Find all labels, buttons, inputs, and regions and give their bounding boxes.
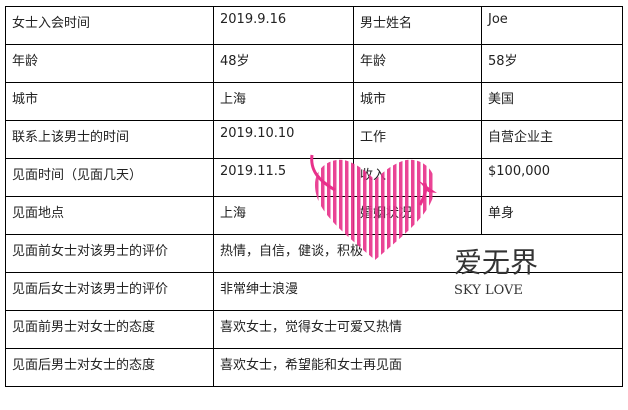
label-cell: 工作 [353, 120, 482, 159]
label-cell: 联系上该男士的时间 [5, 120, 214, 159]
label-cell: 城市 [353, 82, 482, 121]
table-row: 城市 上海 城市 美国 [5, 82, 623, 121]
table-row: 见面后男士对女士的态度 喜欢女士，希望能和女士再见面 [5, 348, 623, 387]
label-cell: 见面后男士对女士的态度 [5, 348, 214, 387]
value-cell: 美国 [481, 82, 623, 121]
label-cell: 女士入会时间 [5, 6, 214, 45]
table-row: 联系上该男士的时间 2019.10.10 工作 自营企业主 [5, 120, 623, 159]
label-cell: 婚姻状况 [353, 196, 482, 235]
value-cell: 热情，自信，健谈，积极 [213, 234, 623, 273]
value-cell: Joe [481, 6, 623, 45]
table-row: 见面地点 上海 婚姻状况 单身 [5, 196, 623, 235]
value-cell: 喜欢女士，希望能和女士再见面 [213, 348, 623, 387]
label-cell: 男士姓名 [353, 6, 482, 45]
label-cell: 收入 [353, 158, 482, 197]
label-cell: 年龄 [5, 44, 214, 83]
value-cell: 喜欢女士，觉得女士可爱又热情 [213, 310, 623, 349]
label-cell: 见面前女士对该男士的评价 [5, 234, 214, 273]
value-cell: 2019.9.16 [213, 6, 354, 45]
table-row: 见面时间（见面几天） 2019.11.5 收入 $100,000 [5, 158, 623, 197]
value-cell: 58岁 [481, 44, 623, 83]
profile-table: 女士入会时间 2019.9.16 男士姓名 Joe 年龄 48岁 年龄 58岁 城市 上海 城市 美国… [5, 6, 623, 387]
label-cell: 城市 [5, 82, 214, 121]
value-cell: 上海 [213, 82, 354, 121]
value-cell: 2019.10.10 [213, 120, 354, 159]
table-row: 见面前女士对该男士的评价 热情，自信，健谈，积极 [5, 234, 623, 273]
table-row: 年龄 48岁 年龄 58岁 [5, 44, 623, 83]
table-row: 见面前男士对女士的态度 喜欢女士，觉得女士可爱又热情 [5, 310, 623, 349]
value-cell: 48岁 [213, 44, 354, 83]
value-cell: 上海 [213, 196, 354, 235]
table-row: 女士入会时间 2019.9.16 男士姓名 Joe [5, 6, 623, 45]
label-cell: 见面时间（见面几天） [5, 158, 214, 197]
label-cell: 见面前男士对女士的态度 [5, 310, 214, 349]
label-cell: 年龄 [353, 44, 482, 83]
table-row: 见面后女士对该男士的评价 非常绅士浪漫 [5, 272, 623, 311]
label-cell: 见面地点 [5, 196, 214, 235]
value-cell: 2019.11.5 [213, 158, 354, 197]
label-cell: 见面后女士对该男士的评价 [5, 272, 214, 311]
value-cell: 单身 [481, 196, 623, 235]
value-cell: 自营企业主 [481, 120, 623, 159]
value-cell: 非常绅士浪漫 [213, 272, 623, 311]
value-cell: $100,000 [481, 158, 623, 197]
